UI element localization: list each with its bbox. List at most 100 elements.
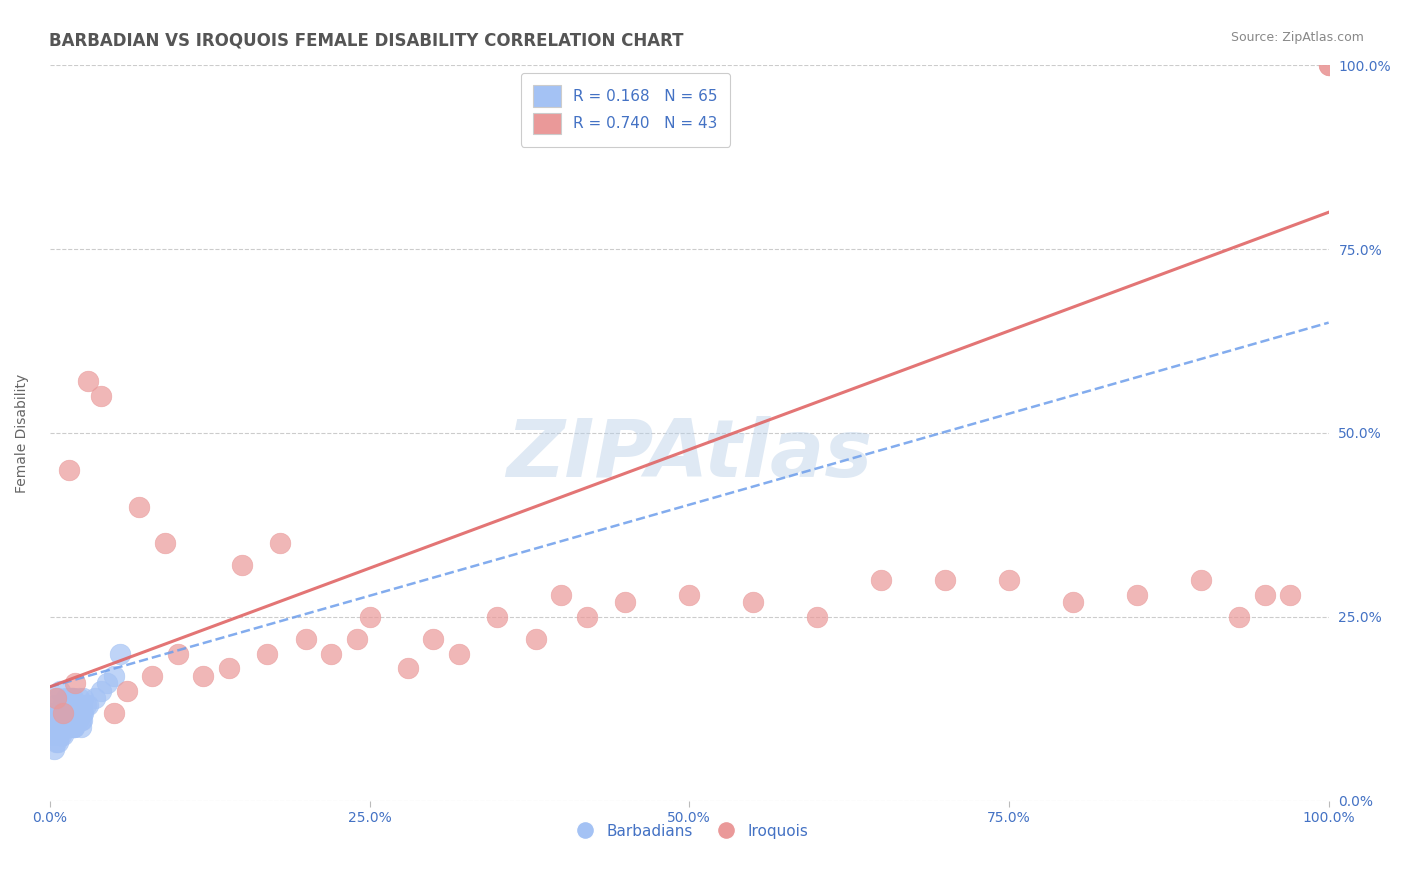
- Point: [1254, 588, 1277, 602]
- Point: [218, 661, 240, 675]
- Point: [67, 690, 90, 705]
- Point: [44, 720, 66, 734]
- Point: [65, 698, 87, 713]
- Point: [55, 690, 77, 705]
- Point: [58, 713, 80, 727]
- Point: [72, 706, 94, 720]
- Point: [269, 536, 291, 550]
- Point: [108, 647, 131, 661]
- Point: [77, 375, 100, 389]
- Point: [51, 728, 73, 742]
- Point: [128, 500, 150, 514]
- Point: [153, 536, 176, 550]
- Point: [45, 713, 67, 727]
- Point: [48, 728, 70, 742]
- Point: [59, 706, 82, 720]
- Point: [56, 720, 79, 734]
- Point: [447, 647, 470, 661]
- Point: [806, 610, 828, 624]
- Point: [1317, 58, 1340, 72]
- Point: [46, 706, 69, 720]
- Point: [998, 573, 1021, 587]
- Point: [59, 690, 82, 705]
- Point: [53, 706, 76, 720]
- Point: [103, 706, 125, 720]
- Point: [46, 735, 69, 749]
- Point: [44, 698, 66, 713]
- Point: [870, 573, 893, 587]
- Point: [60, 713, 83, 727]
- Point: [46, 690, 69, 705]
- Point: [58, 698, 80, 713]
- Point: [58, 463, 80, 477]
- Point: [53, 720, 76, 734]
- Point: [56, 713, 79, 727]
- Point: [359, 610, 381, 624]
- Point: [52, 698, 75, 713]
- Point: [1279, 588, 1302, 602]
- Point: [51, 720, 73, 734]
- Point: [103, 669, 125, 683]
- Point: [49, 713, 72, 727]
- Point: [75, 698, 97, 713]
- Point: [65, 698, 87, 713]
- Point: [1189, 573, 1212, 587]
- Point: [90, 389, 112, 403]
- Text: Source: ZipAtlas.com: Source: ZipAtlas.com: [1230, 31, 1364, 45]
- Y-axis label: Female Disability: Female Disability: [15, 374, 30, 492]
- Point: [45, 690, 67, 705]
- Point: [67, 706, 90, 720]
- Point: [486, 610, 509, 624]
- Point: [52, 698, 75, 713]
- Point: [70, 698, 93, 713]
- Point: [83, 690, 105, 705]
- Point: [48, 706, 70, 720]
- Point: [524, 632, 547, 646]
- Point: [742, 595, 765, 609]
- Point: [422, 632, 444, 646]
- Point: [63, 720, 86, 734]
- Point: [550, 588, 572, 602]
- Point: [62, 720, 84, 734]
- Point: [69, 720, 91, 734]
- Point: [66, 713, 89, 727]
- Point: [45, 713, 67, 727]
- Point: [294, 632, 316, 646]
- Point: [60, 690, 83, 705]
- Point: [66, 706, 89, 720]
- Point: [115, 683, 138, 698]
- Point: [70, 713, 93, 727]
- Point: [141, 669, 163, 683]
- Point: [934, 573, 956, 587]
- Point: [166, 647, 188, 661]
- Point: [90, 683, 112, 698]
- Point: [1227, 610, 1250, 624]
- Point: [396, 661, 419, 675]
- Point: [346, 632, 368, 646]
- Point: [231, 558, 253, 573]
- Point: [66, 698, 89, 713]
- Point: [42, 720, 65, 734]
- Point: [52, 698, 75, 713]
- Point: [321, 647, 343, 661]
- Point: [70, 706, 93, 720]
- Text: BARBADIAN VS IROQUOIS FEMALE DISABILITY CORRELATION CHART: BARBADIAN VS IROQUOIS FEMALE DISABILITY …: [49, 31, 683, 49]
- Point: [193, 669, 215, 683]
- Legend: Barbadians, Iroquois: Barbadians, Iroquois: [564, 818, 815, 845]
- Point: [77, 698, 100, 713]
- Point: [1126, 588, 1149, 602]
- Point: [65, 676, 87, 690]
- Point: [66, 706, 89, 720]
- Point: [45, 735, 67, 749]
- Point: [42, 728, 65, 742]
- Point: [63, 720, 86, 734]
- Point: [52, 706, 75, 720]
- Point: [53, 713, 76, 727]
- Point: [65, 713, 87, 727]
- Point: [58, 720, 80, 734]
- Point: [52, 706, 75, 720]
- Point: [62, 690, 84, 705]
- Point: [678, 588, 700, 602]
- Point: [55, 706, 77, 720]
- Point: [69, 713, 91, 727]
